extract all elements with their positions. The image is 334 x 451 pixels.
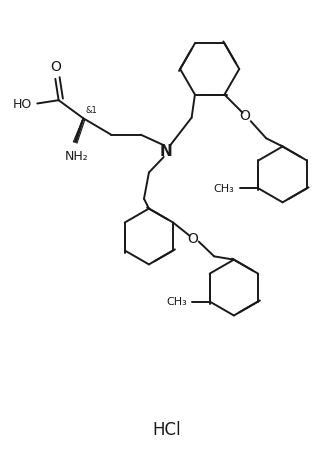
Text: NH₂: NH₂ <box>65 150 89 163</box>
Text: HO: HO <box>12 98 32 111</box>
Text: O: O <box>187 232 198 246</box>
Text: N: N <box>160 143 173 158</box>
Text: CH₃: CH₃ <box>214 183 234 193</box>
Text: HCl: HCl <box>153 420 181 437</box>
Text: CH₃: CH₃ <box>166 296 187 306</box>
Text: &1: &1 <box>86 106 98 115</box>
Text: O: O <box>239 109 250 123</box>
Text: O: O <box>50 60 61 74</box>
